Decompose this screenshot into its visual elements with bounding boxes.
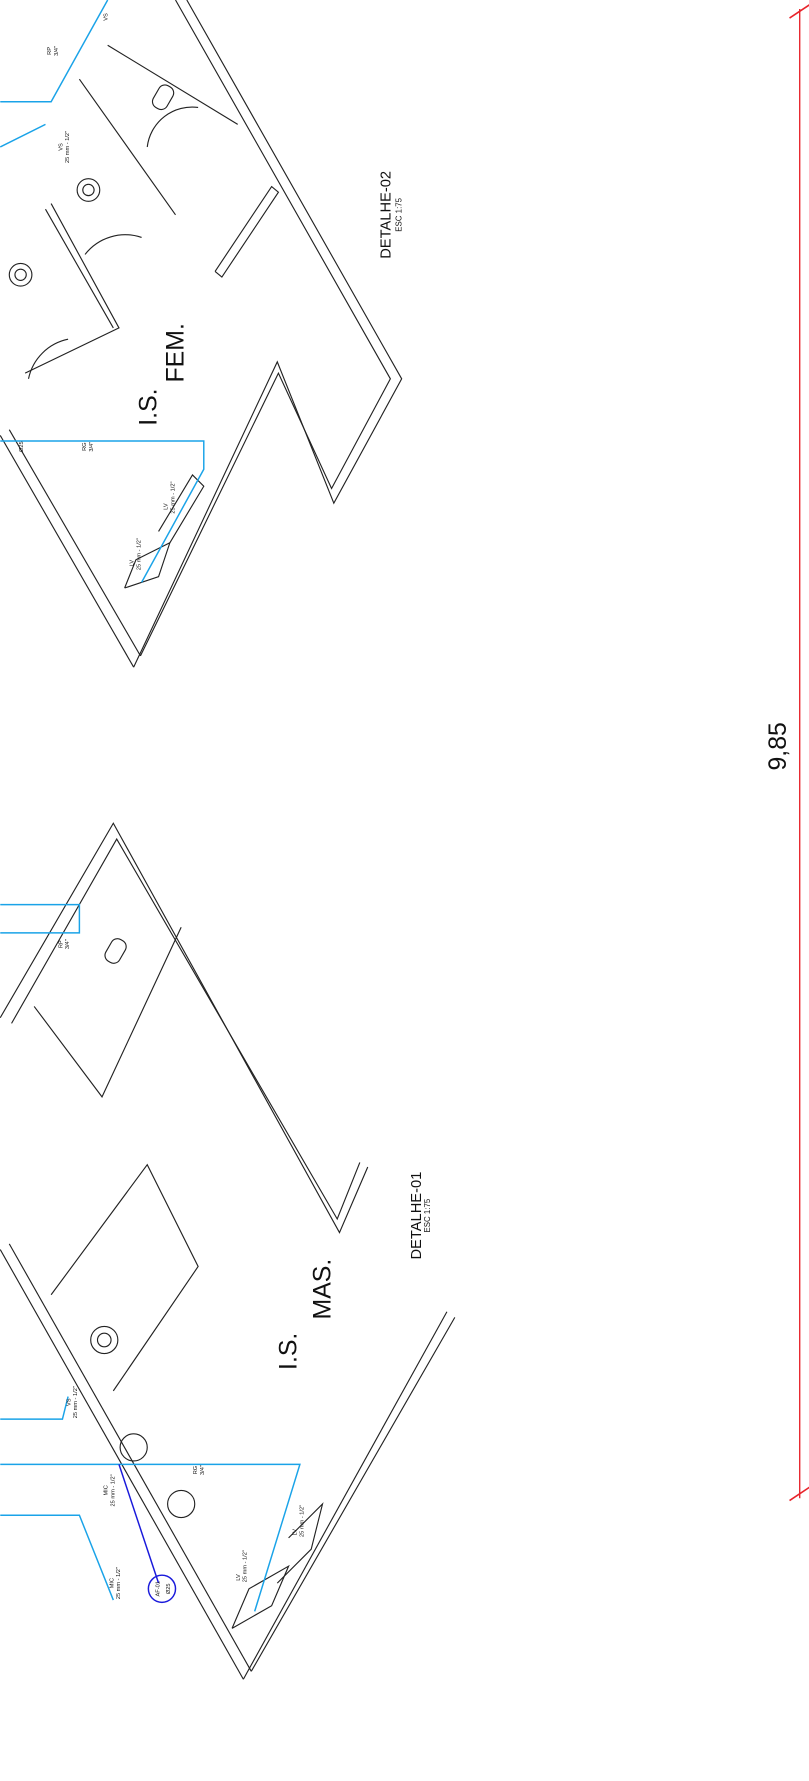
dimension [790,5,809,1501]
water-pipes [0,0,300,1611]
pipe-label: 25 mm - 1/2" [73,1386,79,1418]
pipe-label: AF-01 [156,1581,162,1596]
pipe-label: 3/4" [65,939,71,949]
room-fem-walls [0,0,401,667]
pipe-label: 25 mm - 1/2" [299,1505,305,1537]
room-label: I.S. [134,388,162,425]
pipe-label: 25 mm - 1/2" [65,131,71,163]
pipe-label: VS [66,1398,72,1406]
pipe-label: LV [130,560,136,567]
drawing-sheet: DETALHE-02ESC 1:75I.S.FEM.LV25 mm - 1/2"… [0,0,809,1781]
detail-title: DETALHE-02 [378,171,394,259]
pipe-label: RP [47,47,53,55]
pipe-label: 3/4" [89,442,95,452]
pipe-label: VS [104,13,110,21]
room-label: I.S. [275,1333,303,1370]
dimension-value: 9,85 [764,722,792,770]
room-label: MAS. [308,1259,336,1320]
pipe-label: LV [236,1574,242,1581]
pipe-label: MIC [109,1578,115,1588]
pipe-label: RP [58,940,64,948]
pipe-label: 25 mm - 1/2" [136,538,142,570]
detail-scale: ESC 1:75 [395,197,404,231]
pipe-label: LV [293,1529,299,1536]
pipe-label: 25 mm - 1/2" [116,1567,122,1599]
pipe-label: 25 mm - 1/2" [110,1474,116,1506]
pipe-label: Ø25 [166,1583,172,1594]
pipe-label: MIC [104,1485,110,1495]
detail-scale: ESC 1:75 [423,1198,432,1232]
page: DETALHE-02ESC 1:75I.S.FEM.LV25 mm - 1/2"… [0,0,809,1781]
room-label: FEM. [161,323,189,382]
pipe-label: 3/4" [200,1465,206,1475]
pipe-label: RG [82,442,88,450]
pipe-label: VS [58,143,64,151]
pipe-label: RG [193,1466,199,1474]
pipe-label: 3/4" [54,46,60,56]
pipe-label: 25 mm - 1/2" [243,1550,249,1582]
pipe-label: 25 mm - 1/2" [170,481,176,513]
room-mas-walls [0,823,455,1679]
pipe-label: LV [164,503,170,510]
pipe-label: Ø25 [19,441,25,452]
